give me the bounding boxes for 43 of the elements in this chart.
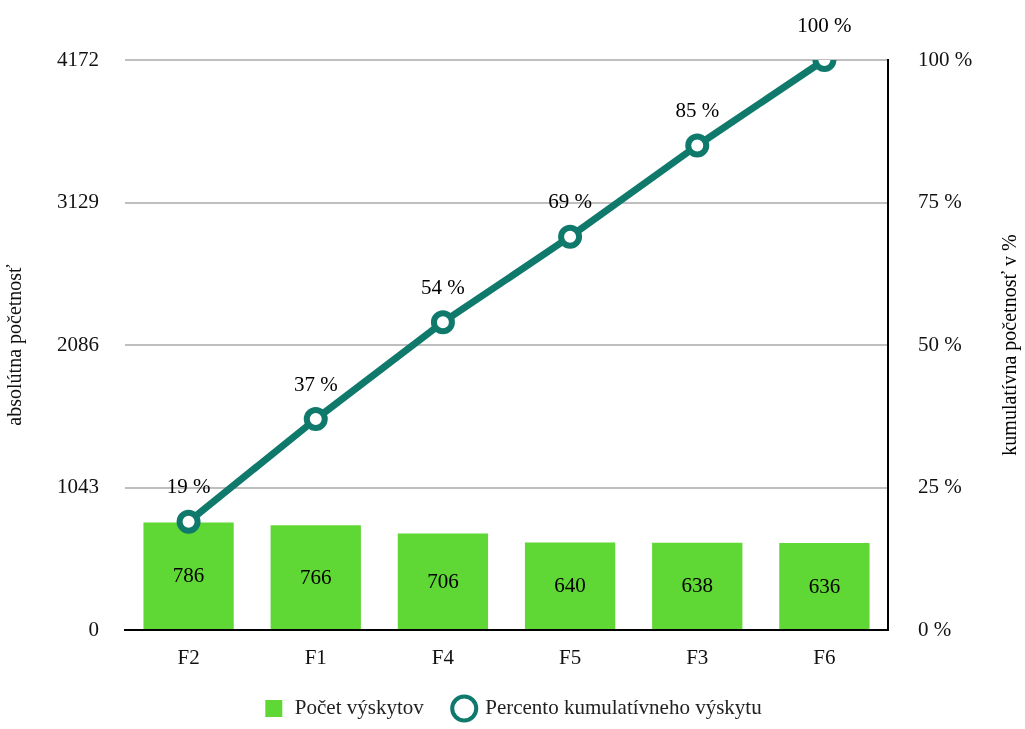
data-label: 19 %: [166, 474, 211, 499]
data-label: 85 %: [675, 98, 720, 123]
data-label: 54 %: [421, 274, 465, 299]
data-label: 706: [427, 568, 459, 593]
x-tick-label: F6: [813, 645, 836, 670]
y2-tick-label: 50 %: [918, 331, 962, 356]
y2-tick-label: 100 %: [918, 46, 973, 71]
bar: [397, 533, 489, 629]
y2-tick-label: 25 %: [918, 474, 962, 499]
legend-label: Počet výskytov: [294, 695, 425, 720]
data-label: 37 %: [293, 371, 338, 396]
bar: [779, 543, 870, 629]
data-label: 100 %: [797, 12, 852, 37]
x-tick-label: F4: [431, 645, 455, 670]
bar: [652, 542, 743, 629]
y-tick-label: 1043: [57, 474, 99, 499]
y-tick-label: 4172: [57, 46, 99, 71]
y2-tick-label: 75 %: [918, 189, 962, 214]
data-label: 69 %: [548, 189, 592, 214]
bar: [270, 525, 361, 629]
x-tick-label: F1: [304, 645, 327, 670]
point: [558, 224, 583, 249]
y2-axis-title: kumulatívna početnosť v %: [998, 234, 1022, 456]
y-tick-label: 2086: [57, 331, 99, 356]
x-tick-label: F3: [686, 645, 709, 670]
data-label: 638: [681, 573, 713, 598]
bar: [524, 542, 616, 629]
y-tick-label: 0: [88, 616, 99, 641]
data-label: 786: [172, 563, 205, 588]
bar: [143, 522, 234, 629]
y2-tick-label: 0 %: [918, 616, 952, 641]
x-tick-label: F5: [558, 645, 582, 670]
point: [430, 310, 455, 335]
x-tick-label: F2: [177, 645, 200, 670]
data-label: 766: [300, 564, 332, 589]
y-tick-label: 3129: [57, 189, 99, 214]
data-label: 640: [554, 573, 586, 598]
point: [685, 133, 710, 158]
legend-label: Percento kumulatívneho výskytu: [485, 695, 763, 720]
y-axis-title: absolútna početnosť: [3, 263, 27, 426]
point: [303, 407, 328, 432]
data-label: 636: [808, 573, 841, 598]
point: [176, 509, 201, 534]
